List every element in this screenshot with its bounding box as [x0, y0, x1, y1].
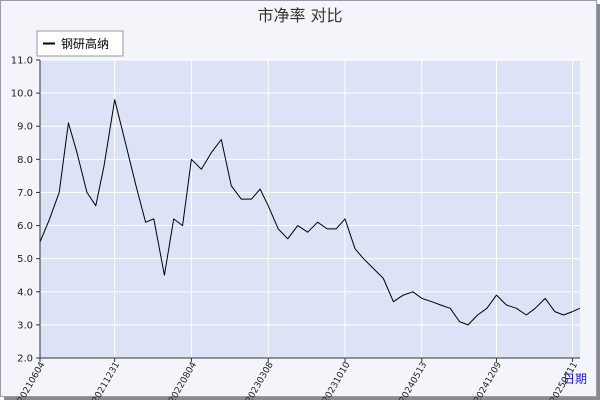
x-tick-label: 20210604: [16, 360, 48, 400]
y-tick-label: 2.0: [17, 354, 33, 365]
y-tick-label: 10.0: [11, 89, 33, 100]
y-tick-label: 8.0: [17, 155, 33, 166]
x-tick-label: 20241209: [472, 360, 504, 400]
legend: 钢研高纳: [36, 30, 124, 57]
y-axis-ticks: 2.0 3.0 4.0 5.0 6.0 7.0 8.0 9.0 10.0 11.0: [11, 56, 40, 365]
chart-title: 市净率 对比: [257, 6, 342, 25]
x-tick-label: 20231010: [321, 360, 353, 400]
x-axis-ticks: 20210604 20211231 20220804 20230308 20231010…: [16, 358, 580, 400]
x-tick-label: 20220804: [167, 360, 199, 400]
y-tick-label: 4.0: [17, 287, 33, 298]
x-axis-label: 日期: [563, 372, 587, 386]
plot-area: [40, 60, 580, 358]
series-line-钢研高纳: [39, 99, 581, 326]
y-tick-label: 11.0: [11, 56, 33, 67]
x-tick-label: 20240513: [398, 361, 430, 400]
frame-shadow-right: [597, 4, 600, 400]
y-tick-label: 6.0: [17, 221, 33, 232]
x-tick-label: 20230308: [244, 360, 276, 400]
y-tick-label: 5.0: [17, 254, 33, 265]
frame-shadow-bottom: [4, 397, 600, 400]
y-tick-label: 9.0: [17, 122, 33, 133]
grid-lines: [40, 59, 580, 358]
y-tick-label: 7.0: [17, 188, 33, 199]
series-layer: [39, 99, 581, 326]
x-tick-label: 20211231: [91, 361, 123, 400]
legend-label: 钢研高纳: [61, 36, 109, 51]
y-tick-label: 3.0: [17, 320, 33, 331]
